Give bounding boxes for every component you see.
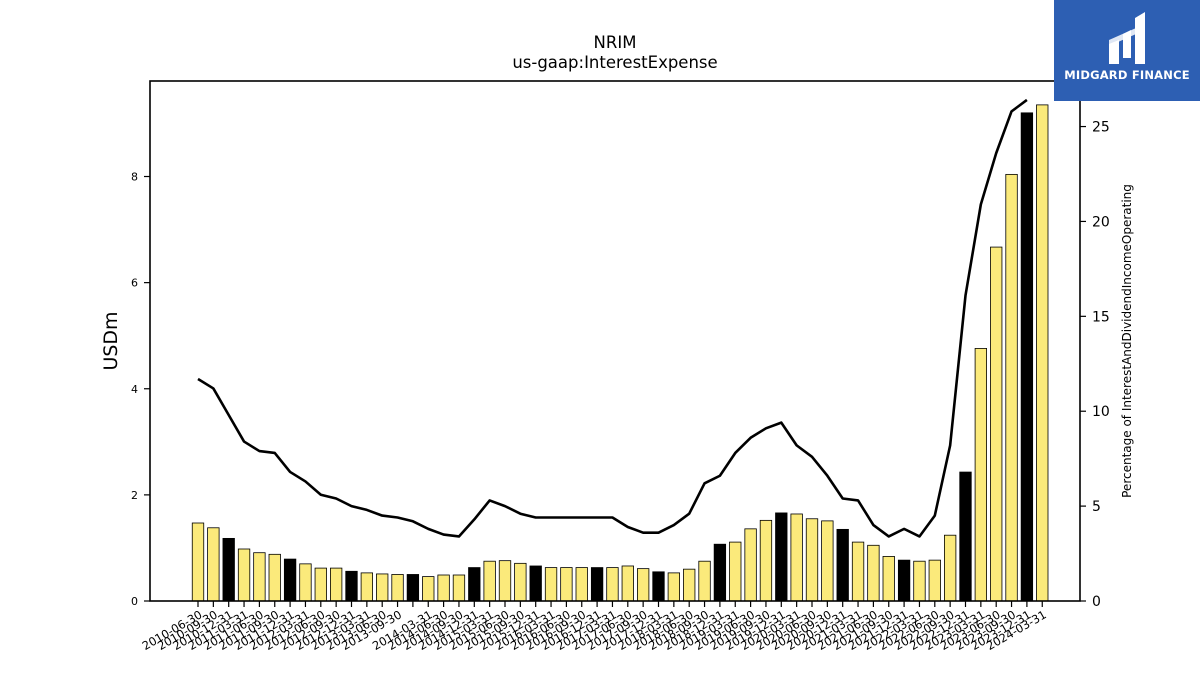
bar-2015-09-30 [514,562,527,602]
bar-2023-12-31 [1020,112,1034,602]
bar-2024-03-31 [1036,104,1049,602]
bar-2012-03-31 [299,563,312,602]
y2-tick-label: 10 [1092,404,1110,420]
bar-2010-09-30 [207,527,220,602]
bar-2010-06-30 [191,522,205,602]
bar-2014-06-30 [437,574,450,602]
bar-2021-09-30 [882,556,895,602]
x-axis: 2010-06-302010-09-302010-12-312011-03-31… [140,601,1049,653]
chart-subtitle: us-gaap:InterestExpense [512,53,717,72]
bar-2020-03-31 [790,513,803,602]
y-tick-label: 8 [131,171,138,184]
bar-2010-12-31 [222,537,235,602]
bar-2013-09-30 [391,574,404,602]
bar-2011-12-31 [283,558,297,602]
bar-2020-12-31 [836,528,849,602]
y-axis-label: USDm [100,311,122,370]
bar-2011-03-31 [237,548,251,602]
bar-2015-06-30 [498,560,512,602]
bar-2013-06-30 [376,573,389,602]
y2-tick-label: 5 [1092,499,1101,515]
bar-2017-03-31 [606,567,619,602]
y-tick-label: 0 [131,595,138,608]
y-tick-label: 6 [131,277,138,290]
bar-2019-12-31 [775,512,788,602]
logo-text: MIDGARD FINANCE [1064,68,1190,82]
right-axis: 0 5 10 15 20 25 [1080,120,1110,610]
bar-2023-06-30 [990,246,1003,602]
plot-frame [149,80,1081,602]
bar-2022-12-31 [959,471,972,602]
bar-2014-12-31 [468,567,481,602]
bar-2019-06-30 [744,528,757,602]
bar-2020-06-30 [805,518,819,602]
bar-2018-12-31 [713,543,727,602]
bar-2021-03-31 [851,541,865,602]
y2-tick-label: 20 [1092,214,1110,230]
percentage-line [197,98,1028,538]
bar-2019-09-30 [759,519,773,602]
bar-2021-06-30 [867,544,880,602]
bar-2016-06-30 [560,567,573,602]
logo-mark-icon [1109,12,1145,64]
logo: MIDGARD FINANCE [1054,0,1200,101]
bar-2016-09-30 [575,567,588,602]
left-axis: 0 2 4 6 8 [131,171,150,608]
bar-2013-12-31 [406,574,420,602]
bar-2023-03-31 [974,348,987,602]
bar-2018-03-31 [667,572,680,602]
chart-title: NRIM [594,33,637,52]
bar-2017-06-30 [621,565,634,602]
bar-2022-09-30 [944,534,957,602]
bar-2012-09-30 [329,567,343,602]
bar-2017-09-30 [637,568,650,602]
bar-2019-03-31 [729,541,742,602]
y2-tick-label: 25 [1092,120,1110,136]
y-tick-label: 2 [131,489,138,502]
y2-tick-label: 15 [1092,309,1110,325]
bar-2020-09-30 [821,520,834,602]
bar-2022-06-30 [928,559,941,602]
bar-2012-12-31 [345,570,358,602]
bar-2016-12-31 [590,567,604,602]
bar-2023-09-30 [1005,173,1018,602]
bar-2013-03-31 [360,572,374,602]
bar-2018-09-30 [698,560,711,602]
y2-tick-label: 0 [1092,594,1101,610]
bar-2018-06-30 [683,568,696,602]
bar-2017-12-31 [652,571,665,602]
line-layer [197,98,1028,538]
bar-2014-09-30 [452,574,466,602]
bar-2011-09-30 [268,553,281,602]
bars [191,104,1049,602]
bar-2021-12-31 [897,559,911,602]
bar-2012-06-30 [314,567,327,602]
bar-2016-03-31 [544,567,558,602]
bar-2011-06-30 [253,552,266,602]
bar-2014-03-31 [422,576,435,602]
bar-2015-12-31 [529,565,542,602]
bar-2015-03-31 [483,560,496,602]
bar-2022-03-31 [913,560,926,602]
y2-axis-label: Percentage of InterestAndDividendIncomeO… [1120,184,1134,498]
y-tick-label: 4 [131,383,138,396]
